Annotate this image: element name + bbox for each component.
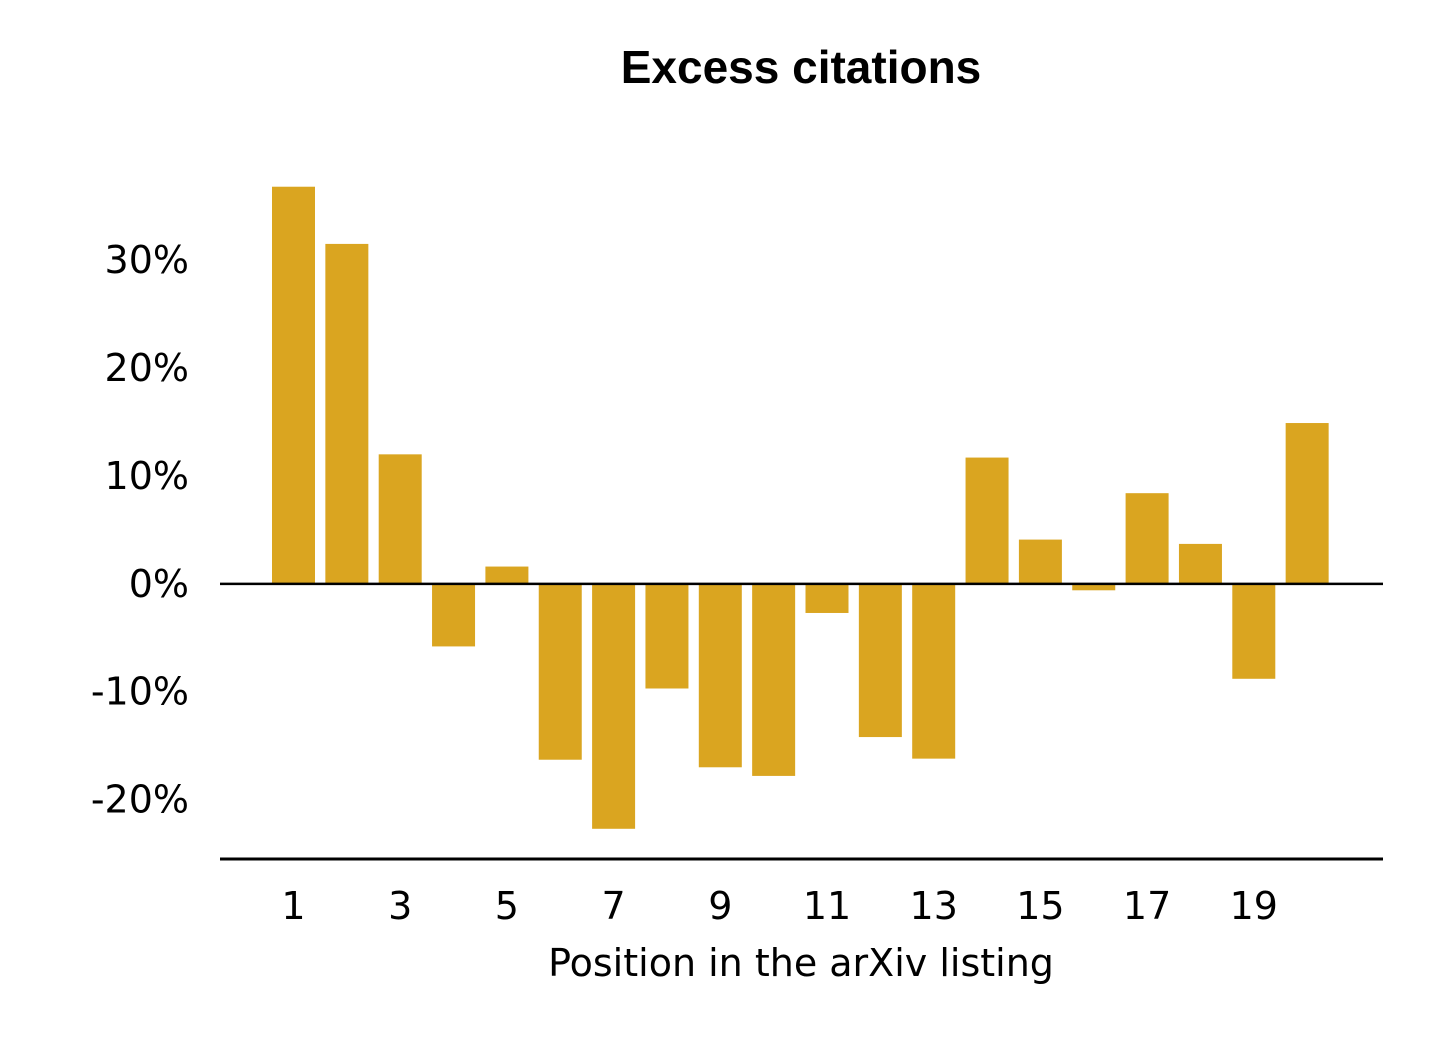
y-axis-ticks: -20% -10% 0% 10% 20% 30% xyxy=(91,238,189,822)
x-tick-label: 11 xyxy=(803,884,851,928)
bar-position-15 xyxy=(1018,539,1062,584)
y-tick-label: 30% xyxy=(105,238,189,282)
bar-position-3 xyxy=(378,454,422,584)
x-tick-label: 9 xyxy=(708,884,732,928)
bar-series xyxy=(272,186,1329,829)
x-tick-label: 7 xyxy=(602,884,626,928)
x-tick-label: 13 xyxy=(910,884,958,928)
x-tick-label: 1 xyxy=(281,884,305,928)
bar-position-11 xyxy=(805,583,849,613)
bar-position-18 xyxy=(1178,543,1222,584)
bar-position-2 xyxy=(325,243,369,584)
y-tick-label: -20% xyxy=(91,778,189,822)
bar-position-8 xyxy=(645,583,689,689)
x-tick-label: 3 xyxy=(388,884,412,928)
x-tick-label: 19 xyxy=(1230,884,1278,928)
bar-position-16 xyxy=(1072,583,1116,591)
chart-title: Excess citations xyxy=(621,41,982,93)
x-axis-label: Position in the arXiv listing xyxy=(548,941,1054,985)
bar-position-17 xyxy=(1125,493,1169,584)
y-tick-label: -10% xyxy=(91,670,189,714)
bar-position-9 xyxy=(698,583,742,768)
bar-position-13 xyxy=(912,583,956,759)
bar-position-10 xyxy=(752,583,796,776)
bar-position-12 xyxy=(858,583,902,738)
y-tick-label: 0% xyxy=(129,562,189,606)
bar-position-6 xyxy=(538,583,582,760)
x-tick-label: 5 xyxy=(495,884,519,928)
x-tick-label: 15 xyxy=(1016,884,1064,928)
bar-position-20 xyxy=(1285,423,1329,584)
bar-position-14 xyxy=(965,457,1009,584)
y-tick-label: 20% xyxy=(105,346,189,390)
bar-position-1 xyxy=(272,186,315,584)
y-tick-label: 10% xyxy=(105,454,189,498)
bar-position-5 xyxy=(485,566,529,584)
x-axis-ticks: 1 3 5 7 9 11 13 15 17 19 xyxy=(281,884,1278,928)
bar-position-19 xyxy=(1232,583,1276,679)
x-tick-label: 17 xyxy=(1123,884,1171,928)
bar-position-4 xyxy=(432,583,476,647)
bar-position-7 xyxy=(592,583,636,829)
